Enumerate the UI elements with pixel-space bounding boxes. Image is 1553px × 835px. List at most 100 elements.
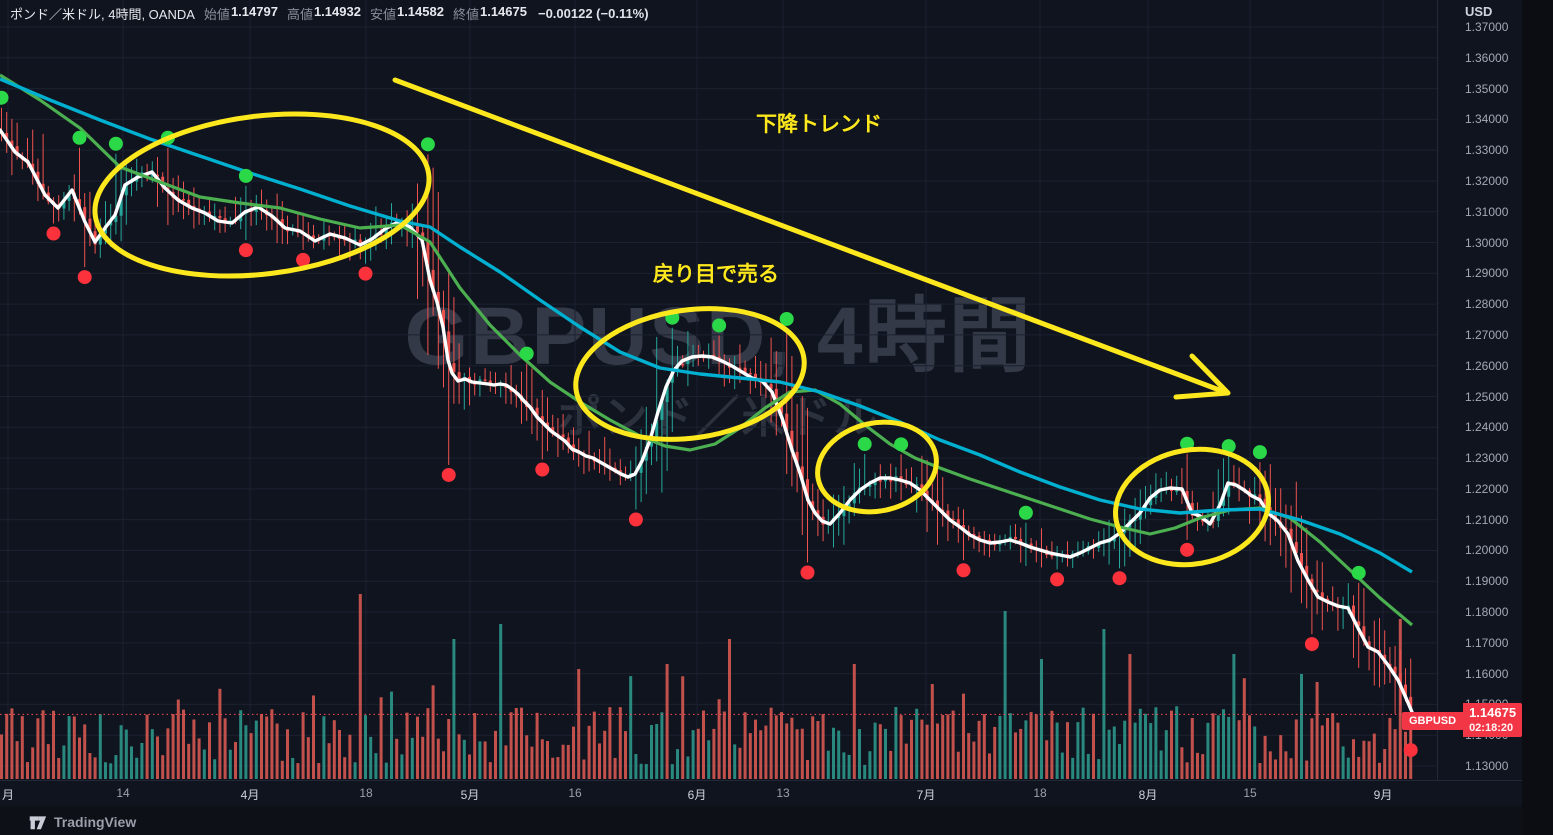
price-tag-countdown: 02:18:20 <box>1469 722 1514 734</box>
price-tick-label: 1.29000 <box>1465 266 1509 281</box>
ma-slow-line <box>0 77 1413 574</box>
symbol-title[interactable]: ポンド／米ドル, 4時間, OANDA <box>10 7 195 22</box>
candles <box>0 107 1413 741</box>
buy-signal-dot <box>519 346 534 361</box>
price-tick-label: 1.13000 <box>1465 759 1509 773</box>
price-tick-label: 1.18000 <box>1465 605 1509 620</box>
tradingview-logo-text: TradingView <box>54 813 137 830</box>
time-tick-label: 4月 <box>240 788 260 802</box>
time-tick-label: 6月 <box>687 788 707 802</box>
annotation-ellipse-3 <box>815 419 939 515</box>
buy-signal-dot <box>238 168 253 183</box>
volume-bars <box>0 594 1413 779</box>
chart-pane[interactable]: GBPUSD, 4時間 ポンド／米ドル 下降トレンド 戻り目で売る ポンド／米ド… <box>0 0 1437 780</box>
time-tick-label: 16 <box>568 786 582 800</box>
price-tick-label: 1.33000 <box>1465 143 1509 158</box>
price-chart-canvas[interactable] <box>0 0 1437 780</box>
buy-signal-dot <box>1018 505 1033 520</box>
sell-signal-dot <box>1403 743 1418 758</box>
buy-signal-dot <box>1351 565 1366 580</box>
annotation-downtrend-label[interactable]: 下降トレンド <box>756 113 882 136</box>
buy-signal-dot <box>779 311 794 326</box>
price-tick-label: 1.34000 <box>1465 112 1509 127</box>
buy-signal-dot <box>72 130 87 145</box>
time-tick-label: 9月 <box>1373 788 1393 802</box>
sell-signal-dot <box>628 512 643 527</box>
time-tick-label: 8月 <box>1138 788 1158 802</box>
close-value: 1.14675 <box>479 4 527 19</box>
tradingview-logo-icon <box>29 816 47 830</box>
buy-signal-dot <box>712 318 727 333</box>
low-value: 1.14582 <box>396 4 444 19</box>
price-tick-label: 1.20000 <box>1465 543 1509 558</box>
sell-signal-dot <box>1304 637 1319 652</box>
time-tick-label: 7月 <box>916 788 936 802</box>
sell-signal-dot <box>800 565 815 580</box>
price-tick-label: 1.21000 <box>1465 512 1509 527</box>
annotation-ellipse-4 <box>1113 446 1271 568</box>
price-tick-label: 1.22000 <box>1465 481 1509 496</box>
right-gutter <box>1522 0 1553 835</box>
buy-signal-dot <box>1221 439 1236 454</box>
price-tick-label: 1.24000 <box>1465 420 1509 435</box>
sell-signal-dot <box>77 270 92 285</box>
price-tick-label: 1.37000 <box>1465 20 1509 34</box>
price-tick-label: 1.19000 <box>1465 574 1509 589</box>
sell-signal-dot <box>238 243 253 258</box>
time-axis[interactable]: 月 14 4月 18 5月 16 6月 13 7月 18 8月 15 9月 <box>0 780 1522 808</box>
open-label: 始値 <box>203 7 230 22</box>
open-value: 1.14797 <box>230 4 278 19</box>
buy-signal-dot <box>894 437 909 452</box>
symbol-legend[interactable]: ポンド／米ドル, 4時間, OANDA 始値 1.14797 高値 1.14932 … <box>10 4 649 23</box>
high-label: 高値 <box>286 7 313 22</box>
sell-signal-dot <box>296 252 311 267</box>
sell-signal-dot <box>1112 571 1127 586</box>
time-tick-label: 5月 <box>460 788 480 802</box>
low-label: 安値 <box>369 7 396 22</box>
ma-mid-line <box>0 73 1414 627</box>
buy-signal-dot <box>0 90 9 105</box>
sell-signal-dot <box>535 462 550 477</box>
buy-signal-dot <box>420 137 435 152</box>
time-tick-label: 18 <box>1033 786 1047 800</box>
buy-signal-dot <box>857 437 872 452</box>
price-tick-label: 1.31000 <box>1465 204 1509 219</box>
change-value: −0.00122 (−0.11%) <box>537 6 649 21</box>
price-tag-symbol: GBPUSD <box>1402 712 1464 730</box>
price-tick-label: 1.35000 <box>1465 81 1509 96</box>
price-tick-label: 1.23000 <box>1465 451 1509 466</box>
time-tick-label: 月 <box>1 788 15 802</box>
high-value: 1.14932 <box>313 4 361 19</box>
price-tag-value: 1.14675 02:18:20 <box>1463 703 1523 737</box>
annotation-arrow-shaft <box>392 77 1225 394</box>
price-tag-price: 1.14675 <box>1469 705 1517 720</box>
price-tick-label: 1.25000 <box>1465 389 1509 404</box>
price-tick-label: 1.36000 <box>1465 50 1509 65</box>
sell-signal-dot <box>1050 572 1065 587</box>
price-axis[interactable]: USD 1.37000 1.36000 1.35000 1.34000 1.33000 1… <box>1437 0 1523 806</box>
tradingview-logo[interactable]: TradingView <box>28 812 136 831</box>
price-tick-label: 1.28000 <box>1465 297 1509 312</box>
sell-signal-dot <box>441 467 456 482</box>
close-label: 終値 <box>452 7 479 22</box>
footer-bar: TradingView <box>0 806 1522 835</box>
price-tick-label: 1.27000 <box>1465 327 1509 342</box>
price-tick-label: 1.30000 <box>1465 235 1509 250</box>
time-tick-label: 14 <box>116 786 130 800</box>
time-tick-label: 13 <box>776 786 790 800</box>
sell-signal-dot <box>1180 542 1195 557</box>
annotation-sell-pullback-label[interactable]: 戻り目で売る <box>653 263 779 286</box>
time-tick-label: 18 <box>359 786 373 800</box>
price-tick-label: 1.32000 <box>1465 173 1509 188</box>
annotation-ellipse-1 <box>92 111 432 279</box>
sell-signal-dot <box>358 266 373 281</box>
price-tick-label: 1.17000 <box>1465 635 1509 650</box>
sell-signal-dot <box>46 226 61 241</box>
annotation-arrow-head <box>1173 353 1231 400</box>
ma-fast-line <box>0 128 1414 714</box>
buy-signal-dot <box>108 136 123 151</box>
buy-signal-dot <box>1252 445 1267 460</box>
price-tick-label: 1.16000 <box>1465 666 1509 681</box>
sell-signal-dot <box>956 563 971 578</box>
